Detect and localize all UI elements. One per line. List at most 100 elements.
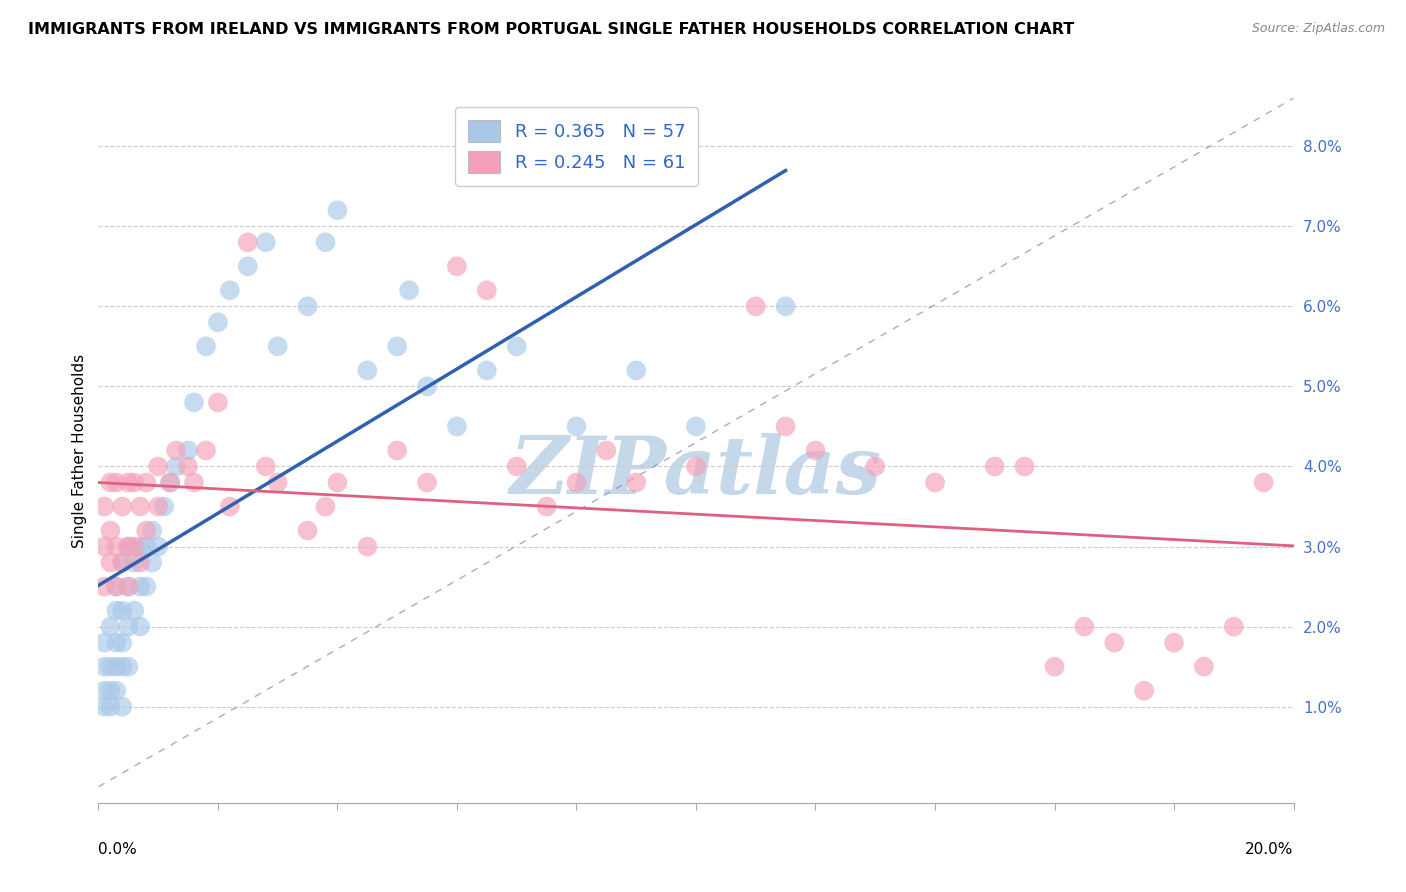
Point — [93, 635, 115, 649]
Point — [124, 475, 146, 490]
Point — [177, 459, 200, 474]
Text: 20.0%: 20.0% — [1246, 841, 1294, 856]
Point — [475, 283, 498, 297]
Point — [1163, 635, 1185, 649]
Point — [685, 419, 707, 434]
Point — [385, 443, 409, 458]
Point — [117, 475, 139, 490]
Point — [356, 540, 378, 554]
Point — [565, 475, 588, 490]
Point — [105, 659, 128, 673]
Text: ZIPatlas: ZIPatlas — [510, 433, 882, 510]
Point — [326, 203, 349, 218]
Point — [135, 540, 157, 554]
Point — [626, 475, 648, 490]
Point — [356, 363, 378, 377]
Point — [236, 260, 259, 274]
Point — [219, 500, 242, 514]
Point — [148, 500, 170, 514]
Point — [165, 459, 187, 474]
Point — [93, 699, 115, 714]
Point — [98, 659, 122, 673]
Point — [165, 443, 187, 458]
Point — [1104, 635, 1126, 649]
Point — [105, 580, 128, 594]
Point — [105, 604, 128, 618]
Point — [315, 500, 337, 514]
Point — [124, 556, 146, 570]
Text: Source: ZipAtlas.com: Source: ZipAtlas.com — [1251, 22, 1385, 36]
Point — [865, 459, 887, 474]
Point — [565, 419, 588, 434]
Point — [105, 540, 128, 554]
Point — [195, 339, 218, 353]
Point — [98, 524, 122, 538]
Point — [129, 540, 152, 554]
Point — [326, 475, 349, 490]
Point — [267, 475, 290, 490]
Point — [129, 500, 152, 514]
Point — [98, 556, 122, 570]
Point — [135, 475, 157, 490]
Point — [98, 619, 122, 633]
Point — [416, 379, 439, 393]
Point — [117, 540, 139, 554]
Point — [1043, 659, 1066, 673]
Point — [446, 260, 468, 274]
Point — [506, 459, 529, 474]
Point — [1133, 683, 1156, 698]
Point — [135, 524, 157, 538]
Point — [745, 299, 768, 313]
Point — [105, 580, 128, 594]
Point — [1073, 619, 1095, 633]
Point — [536, 500, 558, 514]
Point — [924, 475, 946, 490]
Point — [207, 395, 229, 409]
Point — [254, 459, 277, 474]
Point — [93, 580, 115, 594]
Point — [207, 315, 229, 329]
Point — [1223, 619, 1246, 633]
Point — [506, 339, 529, 353]
Point — [183, 395, 205, 409]
Point — [129, 580, 152, 594]
Point — [475, 363, 498, 377]
Point — [129, 556, 152, 570]
Point — [117, 659, 139, 673]
Point — [111, 604, 134, 618]
Point — [159, 475, 181, 490]
Point — [446, 419, 468, 434]
Point — [153, 500, 176, 514]
Point — [111, 659, 134, 673]
Point — [129, 619, 152, 633]
Point — [159, 475, 181, 490]
Point — [117, 580, 139, 594]
Point — [1192, 659, 1215, 673]
Y-axis label: Single Father Households: Single Father Households — [72, 353, 87, 548]
Point — [111, 556, 134, 570]
Point — [297, 524, 319, 538]
Point — [416, 475, 439, 490]
Point — [105, 683, 128, 698]
Point — [111, 635, 134, 649]
Text: 0.0%: 0.0% — [98, 841, 138, 856]
Point — [98, 683, 122, 698]
Point — [124, 604, 146, 618]
Point — [93, 659, 115, 673]
Point — [398, 283, 420, 297]
Point — [105, 635, 128, 649]
Point — [1014, 459, 1036, 474]
Point — [183, 475, 205, 490]
Point — [385, 339, 409, 353]
Point — [297, 299, 319, 313]
Point — [267, 339, 290, 353]
Point — [236, 235, 259, 250]
Point — [111, 500, 134, 514]
Point — [124, 540, 146, 554]
Point — [111, 699, 134, 714]
Point — [141, 524, 163, 538]
Point — [111, 556, 134, 570]
Point — [984, 459, 1007, 474]
Point — [148, 459, 170, 474]
Point — [98, 475, 122, 490]
